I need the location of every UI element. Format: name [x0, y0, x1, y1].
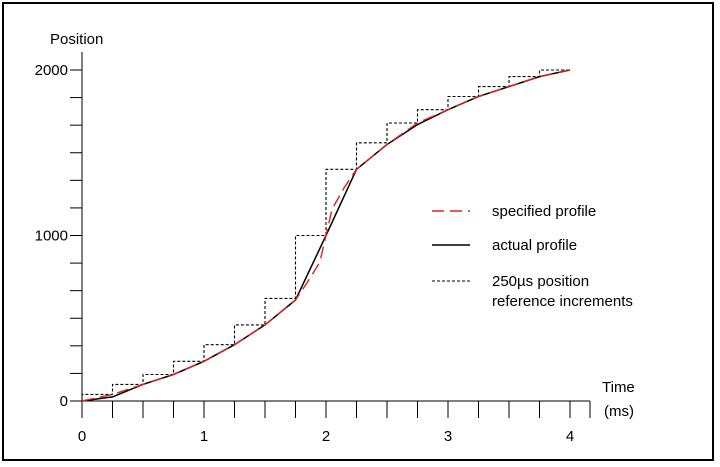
x-tick-label: 3	[444, 428, 452, 445]
legend-label-reference-increments: reference increments	[492, 293, 633, 310]
x-tick-label: 1	[200, 428, 208, 445]
y-tick-label: 0	[60, 393, 68, 410]
y-tick-label: 2000	[35, 62, 68, 79]
x-axis-label-unit: (ms)	[604, 403, 634, 420]
y-tick-label: 1000	[35, 228, 68, 245]
x-axis-label-time: Time	[602, 379, 635, 396]
legend-label-specified-profile: specified profile	[492, 203, 596, 220]
x-tick-label: 2	[322, 428, 330, 445]
x-tick-label: 0	[78, 428, 86, 445]
legend-label-actual-profile: actual profile	[492, 237, 577, 254]
series-250-s-position-reference-increments	[81, 69, 570, 401]
series-specified-profile	[81, 69, 571, 402]
legend-label-reference-increments: 250µs position	[492, 273, 589, 290]
y-axis-label: Position	[50, 31, 103, 48]
chart-frame	[2, 2, 714, 461]
x-tick-label: 4	[566, 428, 574, 445]
